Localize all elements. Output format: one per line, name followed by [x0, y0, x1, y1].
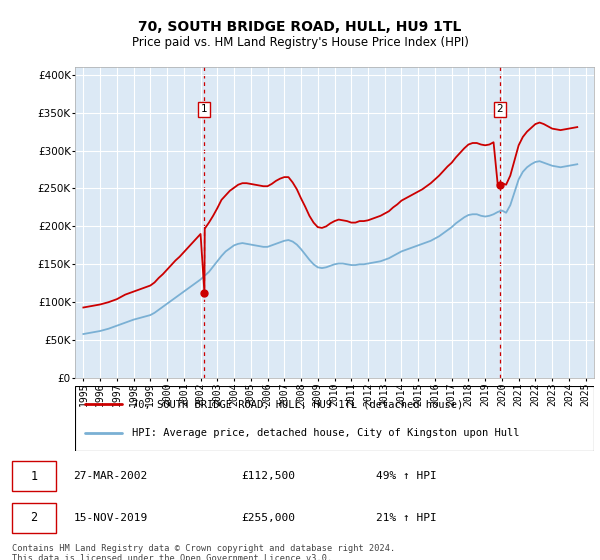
- Text: 27-MAR-2002: 27-MAR-2002: [74, 472, 148, 481]
- Text: 70, SOUTH BRIDGE ROAD, HULL, HU9 1TL: 70, SOUTH BRIDGE ROAD, HULL, HU9 1TL: [139, 20, 461, 34]
- Text: This data is licensed under the Open Government Licence v3.0.: This data is licensed under the Open Gov…: [12, 554, 332, 560]
- Text: 49% ↑ HPI: 49% ↑ HPI: [376, 472, 437, 481]
- Text: 15-NOV-2019: 15-NOV-2019: [74, 513, 148, 522]
- Text: Price paid vs. HM Land Registry's House Price Index (HPI): Price paid vs. HM Land Registry's House …: [131, 36, 469, 49]
- Text: 1: 1: [201, 104, 208, 114]
- Text: Contains HM Land Registry data © Crown copyright and database right 2024.: Contains HM Land Registry data © Crown c…: [12, 544, 395, 553]
- Text: 70, SOUTH BRIDGE ROAD, HULL, HU9 1TL (detached house): 70, SOUTH BRIDGE ROAD, HULL, HU9 1TL (de…: [132, 399, 463, 409]
- FancyBboxPatch shape: [12, 503, 56, 533]
- Text: 2: 2: [497, 104, 503, 114]
- Text: HPI: Average price, detached house, City of Kingston upon Hull: HPI: Average price, detached house, City…: [132, 428, 520, 438]
- Text: 21% ↑ HPI: 21% ↑ HPI: [376, 513, 437, 522]
- FancyBboxPatch shape: [12, 461, 56, 491]
- Text: £112,500: £112,500: [241, 472, 295, 481]
- Text: £255,000: £255,000: [241, 513, 295, 522]
- Text: 2: 2: [31, 511, 37, 524]
- Text: 1: 1: [31, 470, 37, 483]
